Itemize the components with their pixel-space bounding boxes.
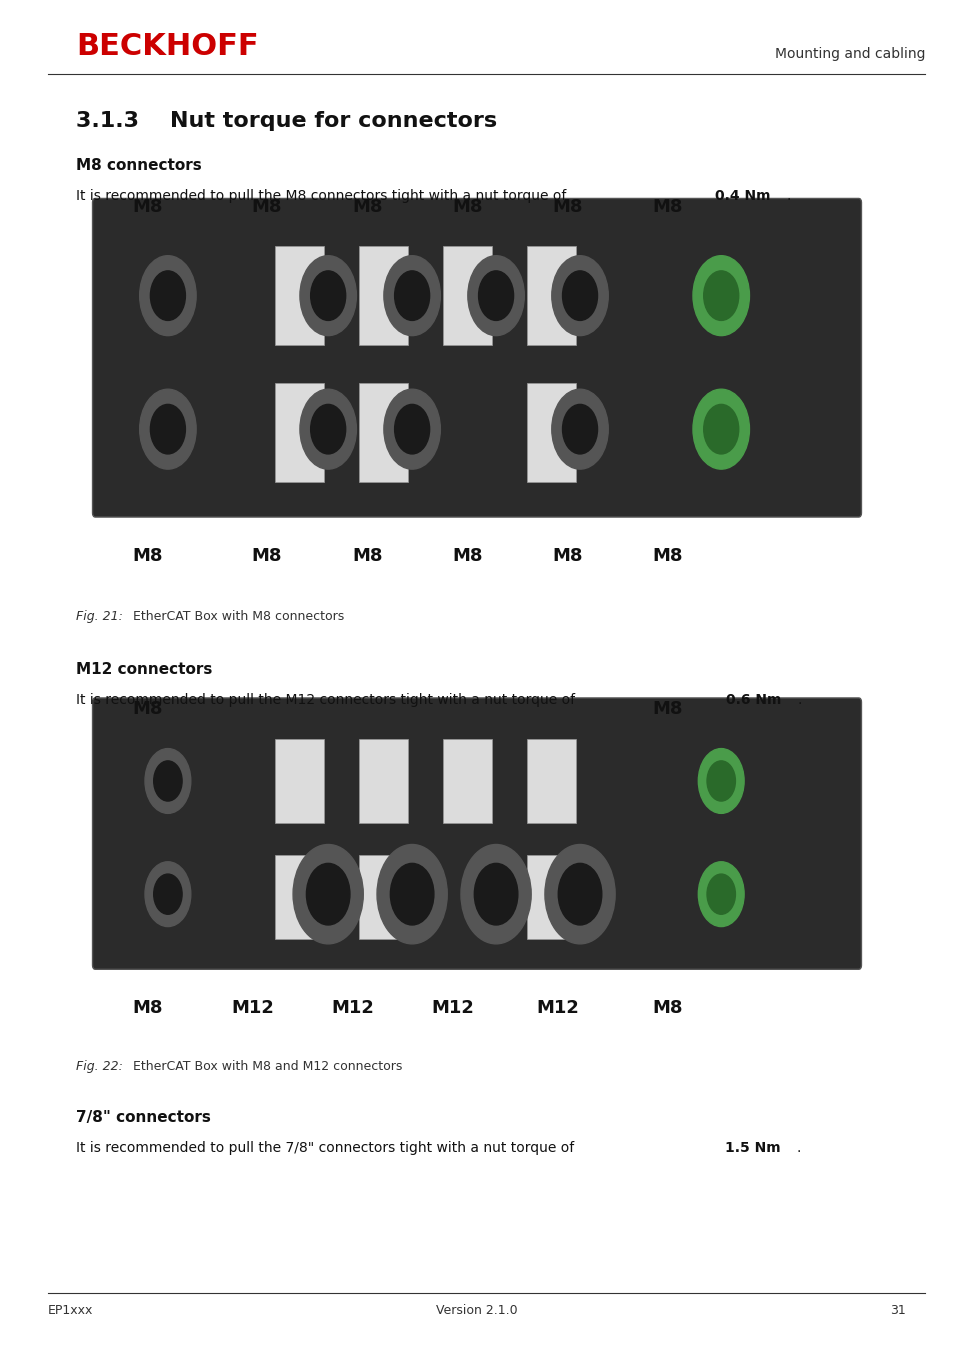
Circle shape	[474, 864, 517, 925]
Circle shape	[153, 761, 182, 801]
Text: EtherCAT Box with M8 and M12 connectors: EtherCAT Box with M8 and M12 connectors	[129, 1060, 402, 1073]
FancyBboxPatch shape	[526, 738, 576, 824]
Circle shape	[383, 255, 440, 336]
Circle shape	[145, 748, 191, 813]
Text: M8: M8	[132, 999, 163, 1017]
Text: 1.5 Nm: 1.5 Nm	[724, 1141, 780, 1154]
Text: 0.6 Nm: 0.6 Nm	[725, 693, 781, 706]
Text: M12 connectors: M12 connectors	[76, 662, 213, 676]
Text: M8: M8	[652, 701, 682, 718]
Circle shape	[376, 845, 447, 944]
FancyBboxPatch shape	[92, 198, 861, 517]
Circle shape	[467, 255, 524, 336]
Circle shape	[145, 861, 191, 926]
Circle shape	[562, 271, 597, 320]
Text: M12: M12	[232, 999, 274, 1017]
Circle shape	[692, 389, 749, 470]
Circle shape	[551, 255, 608, 336]
Text: .: .	[797, 693, 801, 706]
FancyBboxPatch shape	[526, 855, 576, 940]
FancyBboxPatch shape	[274, 382, 324, 482]
Text: M8: M8	[652, 198, 682, 216]
Text: M8: M8	[452, 198, 482, 216]
Circle shape	[703, 271, 738, 320]
Text: M12: M12	[537, 999, 578, 1017]
Text: .: .	[785, 189, 790, 202]
Text: M8: M8	[252, 547, 282, 564]
Text: M12: M12	[332, 999, 374, 1017]
FancyBboxPatch shape	[358, 382, 408, 482]
Circle shape	[299, 255, 356, 336]
FancyBboxPatch shape	[526, 382, 576, 482]
Text: Fig. 22:: Fig. 22:	[76, 1060, 123, 1073]
Circle shape	[299, 389, 356, 470]
Circle shape	[390, 864, 434, 925]
Text: Mounting and cabling: Mounting and cabling	[774, 47, 924, 61]
FancyBboxPatch shape	[442, 246, 492, 346]
Circle shape	[562, 405, 597, 454]
Text: EP1xxx: EP1xxx	[48, 1304, 93, 1318]
Text: M8: M8	[132, 198, 163, 216]
Circle shape	[139, 389, 196, 470]
Text: M8: M8	[652, 999, 682, 1017]
Circle shape	[151, 405, 185, 454]
Text: Fig. 21:: Fig. 21:	[76, 610, 123, 624]
Text: 0.4 Nm: 0.4 Nm	[714, 189, 769, 202]
Text: M8: M8	[352, 547, 382, 564]
Text: 31: 31	[889, 1304, 905, 1318]
Text: It is recommended to pull the M12 connectors tight with a nut torque of: It is recommended to pull the M12 connec…	[76, 693, 579, 706]
Circle shape	[153, 873, 182, 914]
Circle shape	[383, 389, 440, 470]
Text: 7/8" connectors: 7/8" connectors	[76, 1110, 211, 1125]
FancyBboxPatch shape	[274, 738, 324, 824]
FancyBboxPatch shape	[358, 246, 408, 346]
Circle shape	[460, 845, 531, 944]
FancyBboxPatch shape	[92, 698, 861, 969]
FancyBboxPatch shape	[442, 738, 492, 824]
FancyBboxPatch shape	[526, 246, 576, 346]
Text: M8: M8	[552, 547, 582, 564]
Circle shape	[395, 405, 429, 454]
Text: BECKHOFF: BECKHOFF	[76, 32, 258, 61]
Circle shape	[395, 271, 429, 320]
Circle shape	[698, 861, 743, 926]
Text: 3.1.3    Nut torque for connectors: 3.1.3 Nut torque for connectors	[76, 111, 497, 131]
Circle shape	[139, 255, 196, 336]
FancyBboxPatch shape	[358, 855, 408, 940]
Text: EtherCAT Box with M8 connectors: EtherCAT Box with M8 connectors	[129, 610, 344, 624]
Circle shape	[293, 845, 363, 944]
Circle shape	[306, 864, 350, 925]
FancyBboxPatch shape	[274, 246, 324, 346]
FancyBboxPatch shape	[274, 855, 324, 940]
Circle shape	[558, 864, 601, 925]
Text: M8: M8	[452, 547, 482, 564]
Circle shape	[551, 389, 608, 470]
Text: M8: M8	[252, 198, 282, 216]
Text: M8: M8	[132, 701, 163, 718]
Circle shape	[311, 405, 345, 454]
Text: It is recommended to pull the 7/8" connectors tight with a nut torque of: It is recommended to pull the 7/8" conne…	[76, 1141, 578, 1154]
Circle shape	[311, 271, 345, 320]
Circle shape	[544, 845, 615, 944]
Circle shape	[706, 873, 735, 914]
Circle shape	[706, 761, 735, 801]
Text: It is recommended to pull the M8 connectors tight with a nut torque of: It is recommended to pull the M8 connect…	[76, 189, 571, 202]
Circle shape	[478, 271, 513, 320]
Text: M8: M8	[132, 547, 163, 564]
Text: M8: M8	[352, 198, 382, 216]
FancyBboxPatch shape	[358, 738, 408, 824]
Circle shape	[698, 748, 743, 813]
Text: M8: M8	[652, 547, 682, 564]
Text: M8: M8	[552, 198, 582, 216]
Circle shape	[151, 271, 185, 320]
Text: M8 connectors: M8 connectors	[76, 158, 202, 173]
Text: Version 2.1.0: Version 2.1.0	[436, 1304, 517, 1318]
Circle shape	[703, 405, 738, 454]
Text: .: .	[796, 1141, 801, 1154]
Text: M12: M12	[432, 999, 474, 1017]
Circle shape	[692, 255, 749, 336]
